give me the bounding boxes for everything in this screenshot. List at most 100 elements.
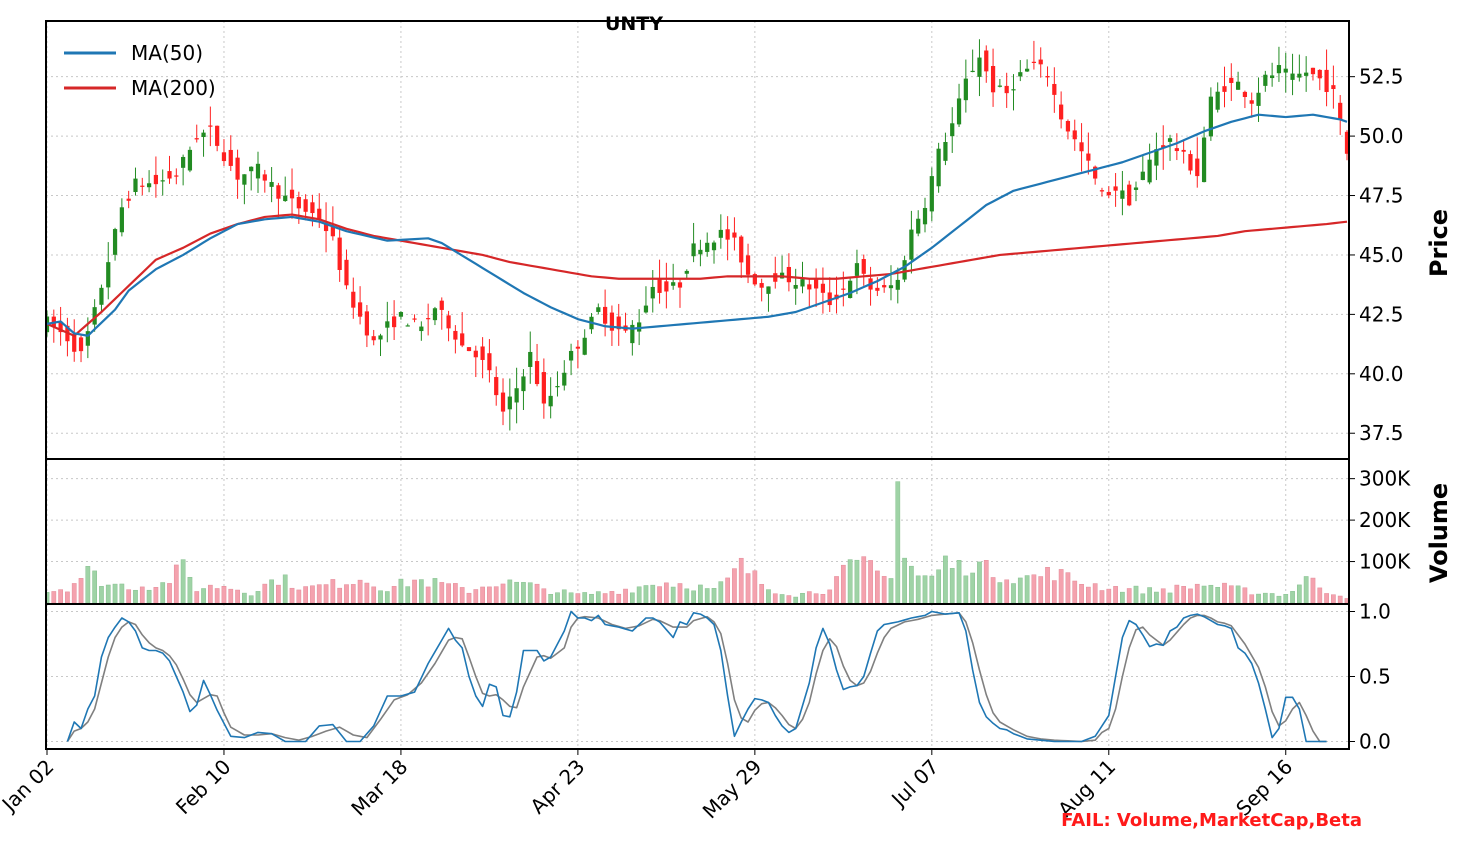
candle-body [419, 326, 424, 332]
candle-body [950, 123, 955, 137]
volume-bar [1011, 583, 1016, 604]
candle-body [262, 174, 267, 181]
volume-bar [602, 593, 608, 604]
volume-bar [112, 583, 118, 604]
volume-bar [779, 594, 785, 604]
candle-body [1263, 74, 1268, 86]
candle-body [705, 242, 710, 252]
volume-bar [861, 556, 867, 604]
price-grid [46, 21, 1349, 459]
volume-bar [1283, 594, 1289, 604]
candle-body [882, 285, 887, 288]
candle-body [888, 285, 894, 289]
volume-bar [1086, 586, 1091, 604]
candle-body [1331, 85, 1336, 90]
volume-bar [1303, 576, 1309, 604]
volume-bar [949, 568, 955, 604]
volume-bar [1174, 584, 1180, 604]
volume-bar [1317, 587, 1323, 604]
volume-bar [391, 586, 397, 604]
volume-bar [133, 589, 138, 604]
candle-body [916, 218, 921, 234]
volume-bar [1051, 580, 1057, 604]
volume-bar [242, 592, 247, 604]
volume-bar [1249, 594, 1255, 604]
volume-bar [446, 583, 451, 604]
candle-body [671, 282, 676, 286]
volume-bar [1208, 584, 1214, 604]
volume-bar [895, 481, 901, 604]
price-tick-label: 45.0 [1359, 243, 1404, 267]
volume-bar [357, 579, 363, 604]
volume-bar [1031, 574, 1037, 604]
candlestick-series [46, 39, 1349, 431]
candle-body [1106, 191, 1111, 196]
volume-tick-label: 300K [1359, 467, 1411, 491]
candle-body [1249, 100, 1254, 104]
price-axis-label: Price [1425, 209, 1453, 277]
candle-body [500, 392, 506, 412]
candle-body [582, 337, 587, 355]
legend-ma50-label: MA(50) [131, 41, 203, 65]
volume-bar [1147, 587, 1152, 604]
candle-body [1201, 137, 1207, 183]
volume-bar [500, 583, 506, 604]
candle-body [1024, 68, 1030, 72]
volume-bar [868, 560, 873, 604]
volume-bar [711, 588, 717, 604]
candle-body [1127, 184, 1132, 206]
candle-body [977, 57, 982, 77]
candle-body [1099, 190, 1105, 192]
candle-body [310, 202, 315, 214]
candle-body [534, 361, 540, 385]
candle-body [528, 351, 533, 367]
legend: MA(50) MA(200) [64, 41, 216, 100]
volume-bar [1181, 586, 1187, 604]
volume-bar [759, 584, 765, 604]
candle-body [337, 237, 342, 270]
volume-bar [221, 586, 227, 604]
candle-body [643, 305, 649, 313]
candle-body [1276, 65, 1282, 74]
candle-body [269, 182, 274, 187]
candle-body [323, 223, 329, 232]
candle-body [201, 132, 206, 138]
volume-bar [432, 578, 438, 604]
volume-bar [1296, 584, 1302, 604]
volume-bar [786, 595, 792, 604]
candle-body [1290, 73, 1295, 80]
candle-body [78, 337, 84, 352]
volume-bar [670, 586, 676, 604]
ma200-line [46, 213, 1348, 337]
volume-bar [527, 582, 533, 604]
volume-bar [384, 591, 390, 604]
candle-body [1310, 67, 1316, 75]
candle-body [902, 260, 907, 280]
volume-bar [323, 584, 329, 604]
candle-body [228, 149, 233, 166]
candle-body [1174, 148, 1179, 152]
candle-body [330, 225, 335, 237]
candle-body [167, 171, 172, 179]
candle-body [970, 70, 975, 73]
candle-body [405, 325, 410, 327]
volume-bar [330, 579, 336, 604]
candle-body [1195, 158, 1200, 177]
volume-bar [834, 576, 839, 604]
volume-bar [684, 588, 690, 604]
candle-body [1018, 72, 1023, 77]
volume-bar [963, 575, 969, 604]
volume-bar [943, 555, 948, 604]
volume-bar [561, 589, 567, 604]
candle-body [255, 163, 261, 179]
candle-body [630, 324, 635, 344]
candle-body [745, 255, 751, 275]
volume-bar [888, 578, 894, 604]
volume-bar [487, 586, 492, 604]
candle-body [432, 308, 438, 321]
volume-bar [1269, 593, 1275, 604]
candle-body [364, 311, 370, 336]
volume-bar [1154, 591, 1159, 604]
candle-body [568, 350, 574, 361]
volume-bar [418, 579, 424, 604]
